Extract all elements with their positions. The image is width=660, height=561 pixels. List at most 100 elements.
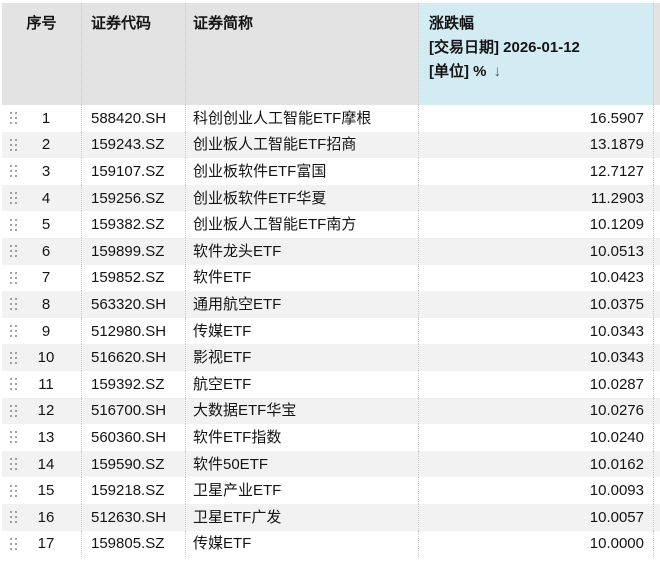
security-name-cell: 创业板人工智能ETF招商 xyxy=(185,131,418,159)
security-code-cell: 512630.SH xyxy=(81,503,185,531)
change-value-cell: 10.0162 xyxy=(418,450,653,478)
change-value-cell: 11.2903 xyxy=(418,184,653,212)
next-column-sliver xyxy=(653,291,660,318)
change-value-cell: 10.0057 xyxy=(418,503,653,531)
row-index: 7 xyxy=(41,269,51,287)
row-index: 3 xyxy=(41,162,51,180)
change-value-cell: 10.0343 xyxy=(418,317,653,345)
drag-handle-icon[interactable] xyxy=(10,138,17,151)
drag-handle-icon[interactable] xyxy=(10,271,17,284)
change-value: 12.7127 xyxy=(589,162,644,180)
index-cell: 7 xyxy=(2,265,81,292)
index-cell: 14 xyxy=(2,451,81,478)
column-header-name[interactable]: 证券简称 xyxy=(185,3,418,105)
row-index: 5 xyxy=(41,216,51,234)
table-row[interactable]: 4 159256.SZ 创业板软件ETF华夏 11.2903 xyxy=(2,184,660,212)
drag-handle-icon[interactable] xyxy=(10,351,17,364)
table-row[interactable]: 16 512630.SH 卫星ETF广发 10.0057 xyxy=(2,503,660,531)
change-value: 10.0343 xyxy=(589,349,644,367)
next-column-sliver xyxy=(653,503,660,531)
column-header-code[interactable]: 证券代码 xyxy=(81,3,185,105)
security-name-cell: 创业板软件ETF富国 xyxy=(185,158,418,185)
drag-handle-icon[interactable] xyxy=(10,192,17,205)
drag-handle-icon[interactable] xyxy=(10,218,17,231)
security-code: 512630.SH xyxy=(91,508,167,526)
table-row[interactable]: 2 159243.SZ 创业板人工智能ETF招商 13.1879 xyxy=(2,131,660,159)
table-row[interactable]: 11 159392.SZ 航空ETF 10.0287 xyxy=(2,370,660,398)
security-code: 563320.SH xyxy=(91,295,167,313)
drag-handle-icon[interactable] xyxy=(10,458,17,471)
security-code: 512980.SH xyxy=(91,322,167,340)
drag-handle-icon[interactable] xyxy=(10,298,17,311)
row-index: 16 xyxy=(37,508,55,526)
drag-handle-icon[interactable] xyxy=(10,325,17,338)
change-value-cell: 10.0343 xyxy=(418,344,653,371)
security-code-cell: 159382.SZ xyxy=(81,211,185,238)
security-name-cell: 软件50ETF xyxy=(185,450,418,478)
index-cell: 15 xyxy=(2,477,81,504)
column-header-index[interactable]: 序号 xyxy=(2,3,81,105)
change-value: 10.1209 xyxy=(589,216,644,234)
security-name: 科创创业人工智能ETF摩根 xyxy=(193,109,372,127)
table-row[interactable]: 7 159852.SZ 软件ETF 10.0423 xyxy=(2,264,660,292)
column-header-change[interactable]: 涨跌幅 [交易日期] 2026-01-12 [单位] % ↓ xyxy=(418,3,653,105)
sort-descending-icon[interactable]: ↓ xyxy=(493,63,502,80)
next-column-sliver xyxy=(653,424,660,451)
table-row[interactable]: 13 560360.SH 软件ETF指数 10.0240 xyxy=(2,424,660,451)
table-row[interactable]: 9 512980.SH 传媒ETF 10.0343 xyxy=(2,317,660,345)
next-column-sliver xyxy=(653,264,660,292)
table-row[interactable]: 3 159107.SZ 创业板软件ETF富国 12.7127 xyxy=(2,158,660,185)
next-column-sliver xyxy=(653,237,660,265)
security-name: 创业板软件ETF华夏 xyxy=(193,189,327,207)
security-code-cell: 159107.SZ xyxy=(81,158,185,185)
table-row[interactable]: 1 588420.SH 科创创业人工智能ETF摩根 16.5907 xyxy=(2,105,660,132)
change-value: 10.0287 xyxy=(589,375,644,393)
drag-handle-icon[interactable] xyxy=(10,165,17,178)
security-code: 159382.SZ xyxy=(91,216,165,234)
next-column-sliver xyxy=(653,158,660,185)
index-cell: 1 xyxy=(2,105,81,132)
row-index: 15 xyxy=(37,482,55,500)
table-row[interactable]: 6 159899.SZ 软件龙头ETF 10.0513 xyxy=(2,237,660,265)
security-name-cell: 传媒ETF xyxy=(185,530,418,558)
change-column-trade-date: [交易日期] 2026-01-12 xyxy=(429,39,580,56)
column-header-name-label: 证券简称 xyxy=(193,15,254,32)
change-value: 10.0162 xyxy=(589,455,644,473)
drag-handle-icon[interactable] xyxy=(10,537,17,550)
next-column-sliver xyxy=(653,450,660,478)
security-code: 159590.SZ xyxy=(91,455,165,473)
table-row[interactable]: 14 159590.SZ 软件50ETF 10.0162 xyxy=(2,450,660,478)
table-row[interactable]: 17 159805.SZ 传媒ETF 10.0000 xyxy=(2,530,660,558)
drag-handle-icon[interactable] xyxy=(10,245,17,258)
table-row[interactable]: 5 159382.SZ 创业板人工智能ETF南方 10.1209 xyxy=(2,211,660,238)
table-row[interactable]: 15 159218.SZ 卫星产业ETF 10.0093 xyxy=(2,477,660,504)
table-row[interactable]: 8 563320.SH 通用航空ETF 10.0375 xyxy=(2,291,660,318)
row-index: 12 xyxy=(37,402,55,420)
change-value-cell: 12.7127 xyxy=(418,158,653,185)
security-code-cell: 588420.SH xyxy=(81,105,185,132)
change-value-cell: 10.0375 xyxy=(418,291,653,318)
drag-handle-icon[interactable] xyxy=(10,378,17,391)
drag-handle-icon[interactable] xyxy=(10,511,17,524)
change-value-cell: 10.0240 xyxy=(418,424,653,451)
security-name: 卫星产业ETF xyxy=(193,482,282,500)
security-code-cell: 159243.SZ xyxy=(81,131,185,159)
security-code: 159243.SZ xyxy=(91,136,165,154)
drag-handle-icon[interactable] xyxy=(10,112,17,125)
security-name: 创业板人工智能ETF招商 xyxy=(193,136,357,154)
security-name-cell: 通用航空ETF xyxy=(185,291,418,318)
drag-handle-icon[interactable] xyxy=(10,431,17,444)
index-cell: 8 xyxy=(2,291,81,318)
security-name-cell: 影视ETF xyxy=(185,344,418,371)
drag-handle-icon[interactable] xyxy=(10,484,17,497)
security-name-cell: 传媒ETF xyxy=(185,317,418,345)
table-row[interactable]: 12 516700.SH 大数据ETF华宝 10.0276 xyxy=(2,397,660,425)
security-code: 159107.SZ xyxy=(91,162,165,180)
security-code: 560360.SH xyxy=(91,428,167,446)
drag-handle-icon[interactable] xyxy=(10,404,17,417)
security-name: 大数据ETF华宝 xyxy=(193,402,297,420)
index-cell: 10 xyxy=(2,344,81,371)
table-row[interactable]: 10 516620.SH 影视ETF 10.0343 xyxy=(2,344,660,371)
security-name-cell: 科创创业人工智能ETF摩根 xyxy=(185,105,418,132)
row-index: 14 xyxy=(37,455,55,473)
